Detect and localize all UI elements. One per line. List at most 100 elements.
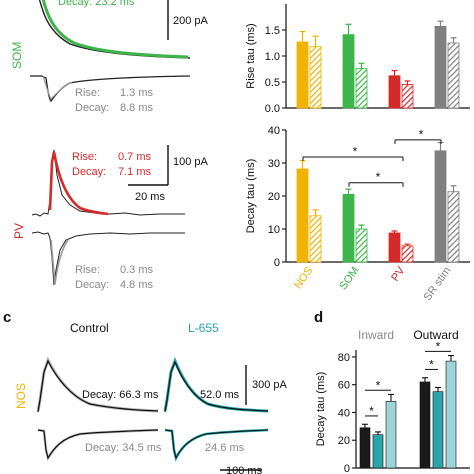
control-fit-top [37, 359, 159, 413]
decay-significance-star: * [419, 127, 424, 141]
decay-bar-sr-solid [434, 150, 447, 263]
control-trace-top [36, 356, 159, 413]
panel_d-ytick-label: 40 [338, 407, 350, 419]
pv-decay-value: 4.8 ms [120, 279, 154, 291]
rise-ytick-label: 0.0 [265, 103, 280, 115]
som-cell-label: SOM [10, 42, 24, 69]
control-decay-bottom: Decay: 34.5 ms [85, 442, 162, 454]
rise-bar-sr-solid [434, 25, 447, 109]
panel-c-letter: c [3, 309, 11, 326]
c-scale-amp-label: 300 pA [252, 379, 288, 391]
panel_d-y-label: Decay tau (ms) [315, 372, 327, 447]
panel-d-bar [419, 381, 431, 469]
som-decay-top-label: Decay: 23.2 ms [58, 0, 135, 8]
som-trace-panel: Decay: 23.2 ms 200 pA SOM Rise: 1.3 ms D… [10, 0, 209, 114]
panel-d-bar [445, 360, 457, 469]
som-trace-bottom [30, 75, 191, 102]
panel-d-bar [385, 401, 397, 469]
decay-category-label: SOM [337, 265, 361, 292]
panel_d-ytick-label: 20 [338, 435, 350, 447]
decay-ytick-label: 0 [274, 257, 280, 269]
nos-cell-label: NOS [14, 383, 28, 409]
control-fit-bottom [37, 429, 159, 460]
pv-trace-bottom [31, 231, 185, 286]
pv-rise-label: Rise: [75, 264, 100, 276]
panel-d-bar [359, 427, 371, 469]
panel-c: c Control L-655 NOS Decay: 66.3 ms 52.0 … [3, 309, 288, 474]
som-trace-top [38, 0, 191, 59]
som-scale-amp-label: 200 pA [173, 15, 209, 27]
decay-significance-star: * [353, 144, 358, 158]
pv-trace-top [31, 149, 185, 217]
som-fit-top [41, 0, 189, 59]
pv-rise-top-value: 0.7 ms [118, 151, 152, 163]
panel-d-letter: d [314, 309, 323, 326]
pv-decay-top-value: 7.1 ms [118, 166, 152, 178]
som-rise-value: 1.3 ms [120, 87, 154, 99]
decay-category-label: PV [389, 264, 408, 283]
panel-d-significance-star: * [369, 404, 374, 418]
decay-tau-chart: 0 10 20 30 40 Decay tau (ms) NOS SOM PV SR stim * *… [245, 125, 470, 303]
decay-category-label: NOS [292, 265, 316, 291]
panel-d-significance-star: * [376, 378, 381, 392]
decay-y-label: Decay tau (ms) [245, 159, 257, 234]
decay-bar-sr-hatched [447, 191, 460, 263]
drug-decay-top: 52.0 ms [200, 389, 240, 401]
decay-significance-star: * [376, 170, 381, 184]
som-trace-bottom-gray [42, 75, 73, 100]
rise-bar-som-solid [342, 34, 355, 109]
panel_d-ytick-label: 60 [338, 380, 350, 392]
drug-fit-top [164, 360, 269, 413]
pv-cell-label: PV [12, 223, 26, 239]
pv-scale-amp-label: 100 pA [173, 156, 209, 168]
decay-category-label: SR stim [422, 265, 454, 303]
panel_d-ytick-label: 0 [344, 463, 350, 474]
panel-d-bar [372, 434, 384, 469]
pv-decay-label: Decay: [75, 279, 109, 291]
decay-ytick-label: 40 [268, 125, 280, 137]
panel_d-ytick-label: 80 [338, 352, 350, 364]
control-label: Control [70, 321, 109, 335]
drug-fit-bottom [164, 429, 269, 460]
decay-bar-nos-hatched [309, 215, 322, 263]
decay-bar-som-solid [342, 193, 355, 263]
decay-ytick-label: 20 [268, 191, 280, 203]
rise-bar-nos-hatched [309, 46, 322, 109]
rise-bar-som-hatched [355, 68, 368, 109]
rise-bar-sr-hatched [447, 42, 460, 109]
panel-d-group-label: Outward [413, 328, 458, 342]
som-rise-label: Rise: [75, 87, 100, 99]
rise-bar-pv-solid [388, 75, 401, 109]
decay-bar-som-hatched [355, 228, 368, 263]
c-scale-time-label: 100 ms [226, 465, 263, 474]
pv-scale-time-label: 20 ms [135, 191, 165, 203]
panel-d-group-label: Inward [358, 328, 394, 342]
pv-trace-bottom-gray [50, 239, 69, 285]
panel-d-significance-star: * [436, 339, 441, 353]
rise-tau-chart: 0.0 0.5 1.0 1.5 Rise tau (ms) [245, 4, 470, 115]
pv-rise-top-label: Rise: [72, 151, 97, 163]
decay-ytick-label: 10 [268, 224, 280, 236]
drug-label: L-655 [188, 321, 219, 335]
pv-rise-value: 0.3 ms [120, 264, 154, 276]
decay-bar-nos-solid [296, 168, 309, 263]
rise-y-label: Rise tau (ms) [245, 23, 257, 88]
pv-trace-panel: Rise: 0.7 ms Decay: 7.1 ms 100 pA 20 ms … [12, 145, 209, 291]
rise-ytick-label: 1.5 [265, 25, 280, 37]
pv-decay-top-label: Decay: [72, 166, 106, 178]
pv-fit-top [48, 151, 109, 216]
rise-ytick-label: 1.0 [265, 51, 280, 63]
decay-ytick-label: 30 [268, 158, 280, 170]
control-decay-top: Decay: 66.3 ms [82, 389, 159, 401]
rise-bar-pv-hatched [401, 84, 414, 109]
panel-d-bar [432, 391, 444, 469]
som-decay-value: 8.8 ms [120, 102, 154, 114]
decay-bar-pv-hatched [401, 245, 414, 263]
drug-decay-bottom: 24.6 ms [205, 442, 245, 454]
panel-d-significance-star: * [429, 357, 434, 371]
decay-bar-pv-solid [388, 232, 401, 263]
som-decay-label: Decay: [75, 102, 109, 114]
rise-ytick-label: 0.5 [265, 77, 280, 89]
